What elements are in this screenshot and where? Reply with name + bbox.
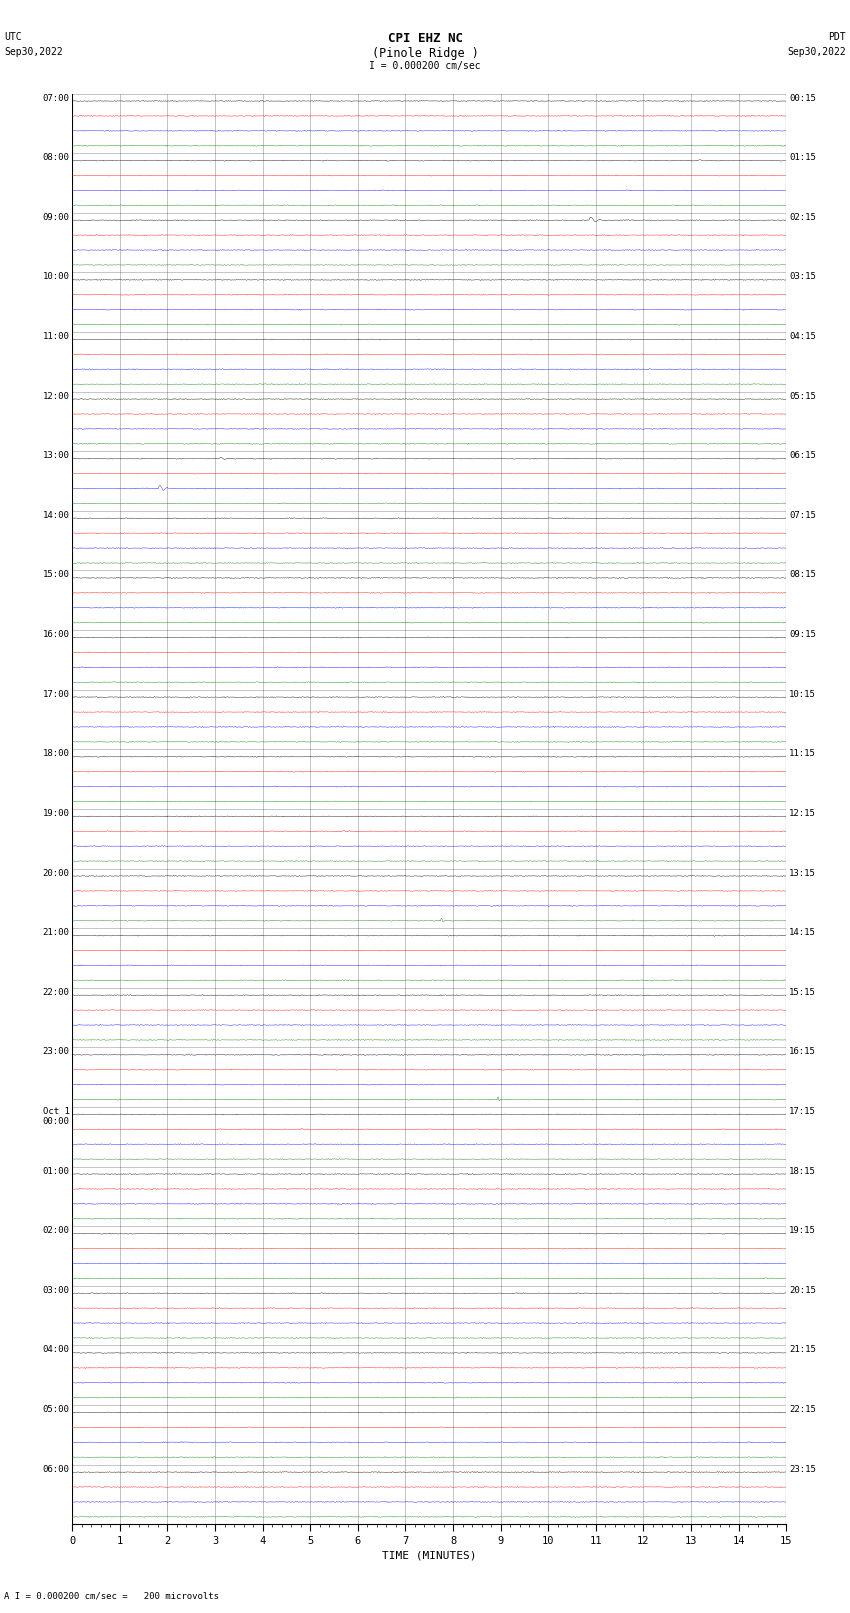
X-axis label: TIME (MINUTES): TIME (MINUTES) [382,1550,477,1560]
Text: UTC: UTC [4,32,22,42]
Text: Sep30,2022: Sep30,2022 [4,47,63,56]
Text: I = 0.000200 cm/sec: I = 0.000200 cm/sec [369,61,481,71]
Text: A I = 0.000200 cm/sec =   200 microvolts: A I = 0.000200 cm/sec = 200 microvolts [4,1590,219,1600]
Text: CPI EHZ NC: CPI EHZ NC [388,32,462,45]
Text: PDT: PDT [828,32,846,42]
Text: Sep30,2022: Sep30,2022 [787,47,846,56]
Text: (Pinole Ridge ): (Pinole Ridge ) [371,47,479,60]
